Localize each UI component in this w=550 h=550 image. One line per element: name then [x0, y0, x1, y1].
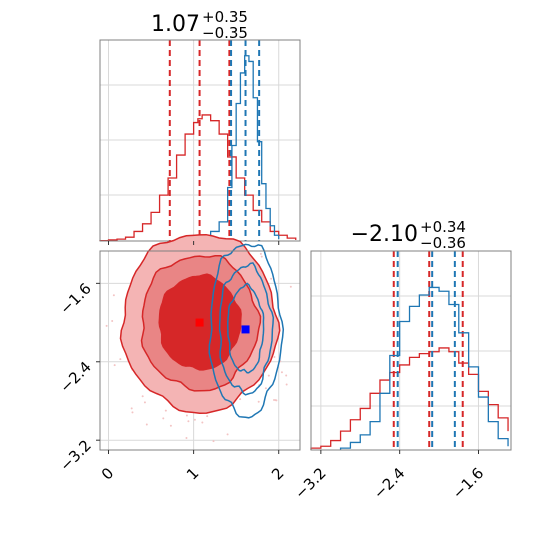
sample-dot: [185, 436, 188, 439]
sample-dot: [164, 409, 167, 412]
sample-dot: [285, 383, 288, 386]
sample-dot: [112, 294, 115, 297]
sample-dot: [275, 399, 278, 402]
sample-dot: [259, 252, 262, 255]
sample-dot: [193, 418, 196, 421]
right-xtick-label-1: −2.4: [370, 464, 408, 502]
title-param1: 1.07 +0.35 −0.35: [151, 8, 248, 42]
title-param2-main: −2.10: [351, 222, 418, 247]
title-param2: −2.10 +0.34 −0.36: [351, 218, 466, 252]
sample-dot: [169, 424, 172, 427]
sample-dot: [162, 417, 165, 420]
blue-center-marker: [241, 325, 250, 334]
title-param1-sub: −0.35: [202, 24, 248, 42]
title-param1-main: 1.07: [151, 12, 200, 37]
sample-dot: [105, 324, 108, 327]
sample-dot: [185, 414, 188, 417]
sample-dot: [226, 433, 229, 436]
joint-xtick-label-0: 0: [98, 464, 117, 483]
joint-xtick-label-1: 1: [183, 464, 202, 483]
title-param2-sup: +0.34: [420, 218, 466, 236]
sample-dot: [131, 411, 134, 414]
sample-dot: [239, 398, 242, 401]
sample-dot: [289, 285, 292, 288]
joint-ytick-label-1: −2.4: [56, 358, 94, 396]
panel-param2-histogram: [310, 250, 512, 451]
right-xtick-label-0: −3.2: [291, 464, 329, 502]
sample-dot: [206, 415, 209, 418]
sample-dot: [145, 423, 148, 426]
top-hist-series-0: [99, 114, 297, 242]
sample-dot: [257, 400, 260, 403]
sample-dot: [130, 407, 133, 410]
right-frame: [310, 250, 512, 451]
sample-dot: [111, 319, 114, 322]
sample-dot: [280, 371, 283, 374]
sample-dot: [187, 420, 190, 423]
blue-contour-mid: [218, 262, 275, 396]
sample-dot: [141, 395, 144, 398]
tick-labels: 0 1 2−3.2−2.4−1.6−3.2 −2.4 −1.6: [56, 241, 487, 503]
right-hist-series-1: [339, 286, 509, 450]
joint-ytick-label-2: −1.6: [56, 279, 94, 317]
sample-dot: [273, 398, 276, 401]
sample-dot: [260, 255, 263, 258]
panel-param1-histogram: [99, 39, 301, 242]
sample-dot: [264, 387, 267, 390]
top-hist-series-1: [193, 55, 280, 242]
sample-dot: [285, 374, 288, 377]
joint-ytick-label-0: −3.2: [56, 436, 94, 474]
joint-frame: [99, 250, 301, 451]
title-param2-sub: −0.36: [420, 234, 466, 252]
sample-dot: [212, 440, 215, 443]
sample-dot: [270, 277, 273, 280]
blue-contour-inner: [227, 282, 265, 374]
red-center-marker: [195, 318, 204, 327]
sample-dot: [113, 364, 116, 367]
sample-dot: [201, 421, 204, 424]
joint-xtick-label-2: 2: [268, 464, 287, 483]
panel-joint-contours: [99, 233, 301, 451]
sample-dot: [267, 374, 270, 377]
sample-dot: [119, 358, 122, 361]
right-xtick-label-2: −1.6: [449, 464, 487, 502]
title-param1-sup: +0.35: [202, 8, 248, 26]
sample-dot: [273, 355, 276, 358]
sample-dot: [143, 401, 146, 404]
